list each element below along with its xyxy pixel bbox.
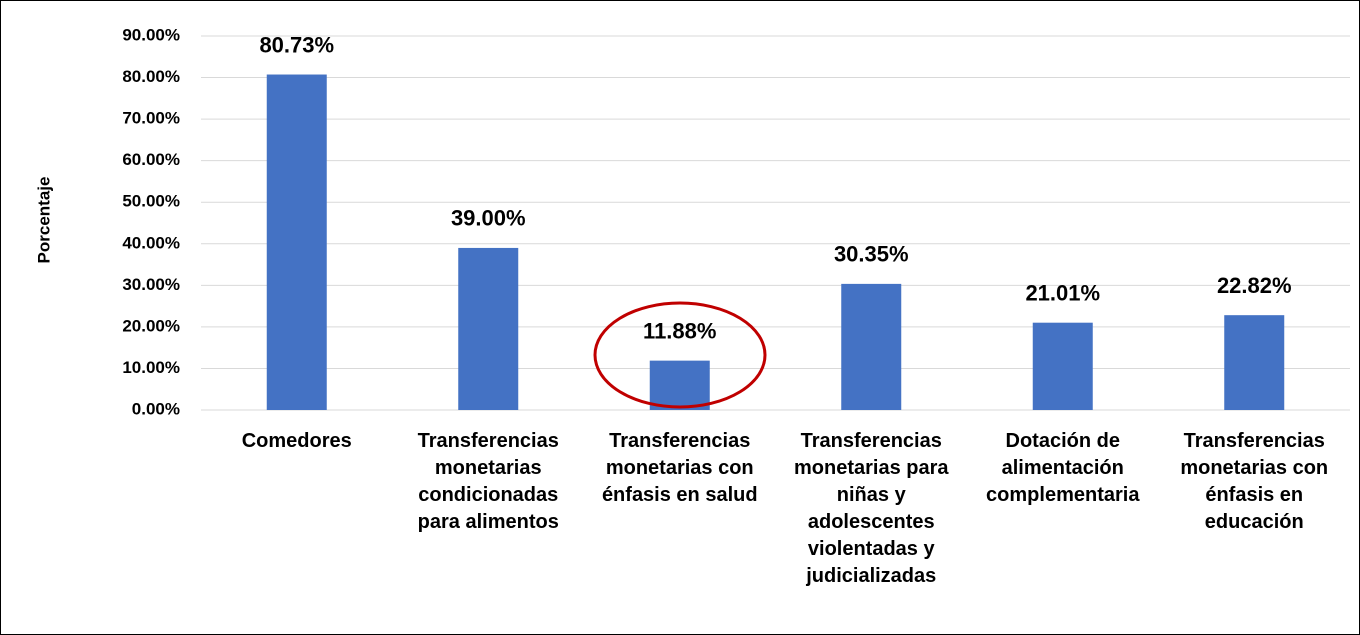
data-label: 11.88% <box>643 318 716 343</box>
y-axis-label: Porcentaje <box>34 177 53 264</box>
data-label: 30.35% <box>834 242 909 267</box>
x-tick-label: Comedores <box>241 430 352 452</box>
bar <box>458 247 519 410</box>
y-tick-label: 0.00% <box>132 399 180 418</box>
y-tick-label: 30.00% <box>122 275 180 294</box>
x-tick-label: Transferencias monetarias con énfasis en… <box>601 430 758 506</box>
data-label: 22.82% <box>1217 273 1292 298</box>
highlight-ellipse <box>593 301 767 409</box>
y-tick-label: 60.00% <box>122 150 180 169</box>
y-tick-label: 90.00% <box>122 25 180 44</box>
bar <box>1032 322 1093 410</box>
y-tick-label: 20.00% <box>122 316 180 335</box>
y-tick-label: 40.00% <box>122 233 180 252</box>
data-label: 80.73% <box>259 32 334 57</box>
data-label: 39.00% <box>451 206 526 231</box>
x-tick-label: Transferencias monetarias para niñas y a… <box>793 430 949 587</box>
y-tick-label: 10.00% <box>122 358 180 377</box>
x-tick-label: Transferencias monetarias con énfasis en… <box>1180 430 1329 533</box>
bar <box>1224 315 1285 410</box>
bar <box>266 74 327 410</box>
y-tick-label: 70.00% <box>122 109 180 128</box>
y-tick-label: 50.00% <box>122 192 180 211</box>
bar <box>649 360 710 410</box>
data-label: 21.01% <box>1025 281 1100 306</box>
x-tick-label: Dotación de alimentación complementaria <box>986 430 1140 506</box>
y-tick-label: 80.00% <box>122 67 180 86</box>
bar <box>841 283 902 410</box>
x-tick-label: Transferencias monetarias condicionadas … <box>417 430 559 533</box>
